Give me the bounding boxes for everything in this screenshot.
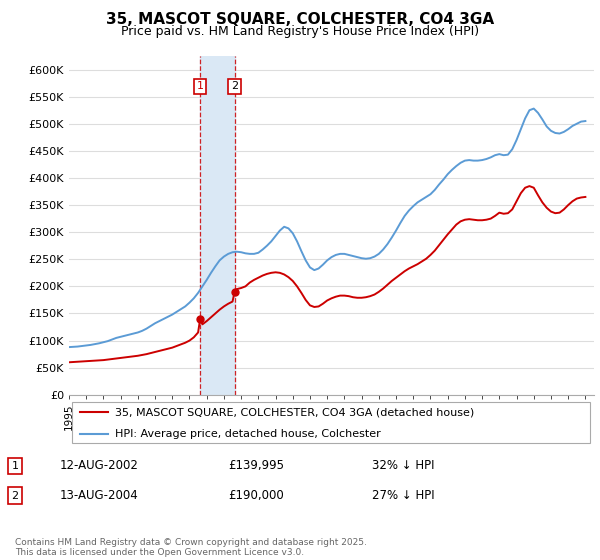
Text: HPI: Average price, detached house, Colchester: HPI: Average price, detached house, Colc… (115, 429, 381, 438)
Text: 32% ↓ HPI: 32% ↓ HPI (372, 459, 434, 473)
Text: 12-AUG-2002: 12-AUG-2002 (60, 459, 139, 473)
Bar (200, 56, 235, 395)
Text: 1: 1 (11, 461, 19, 471)
Text: 1: 1 (197, 82, 203, 91)
Text: 2: 2 (231, 82, 238, 91)
Text: 27% ↓ HPI: 27% ↓ HPI (372, 489, 434, 502)
Text: 13-AUG-2004: 13-AUG-2004 (60, 489, 139, 502)
Text: Price paid vs. HM Land Registry's House Price Index (HPI): Price paid vs. HM Land Registry's House … (121, 25, 479, 38)
FancyBboxPatch shape (71, 402, 590, 443)
Text: 2: 2 (11, 491, 19, 501)
Text: 35, MASCOT SQUARE, COLCHESTER, CO4 3GA: 35, MASCOT SQUARE, COLCHESTER, CO4 3GA (106, 12, 494, 27)
Text: £190,000: £190,000 (228, 489, 284, 502)
Text: £139,995: £139,995 (228, 459, 284, 473)
Text: Contains HM Land Registry data © Crown copyright and database right 2025.
This d: Contains HM Land Registry data © Crown c… (15, 538, 367, 557)
Text: 35, MASCOT SQUARE, COLCHESTER, CO4 3GA (detached house): 35, MASCOT SQUARE, COLCHESTER, CO4 3GA (… (115, 407, 475, 417)
